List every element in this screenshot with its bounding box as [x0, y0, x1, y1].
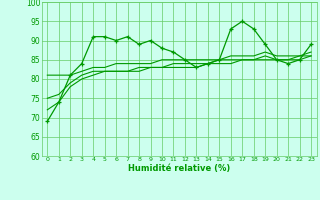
X-axis label: Humidité relative (%): Humidité relative (%) — [128, 164, 230, 173]
